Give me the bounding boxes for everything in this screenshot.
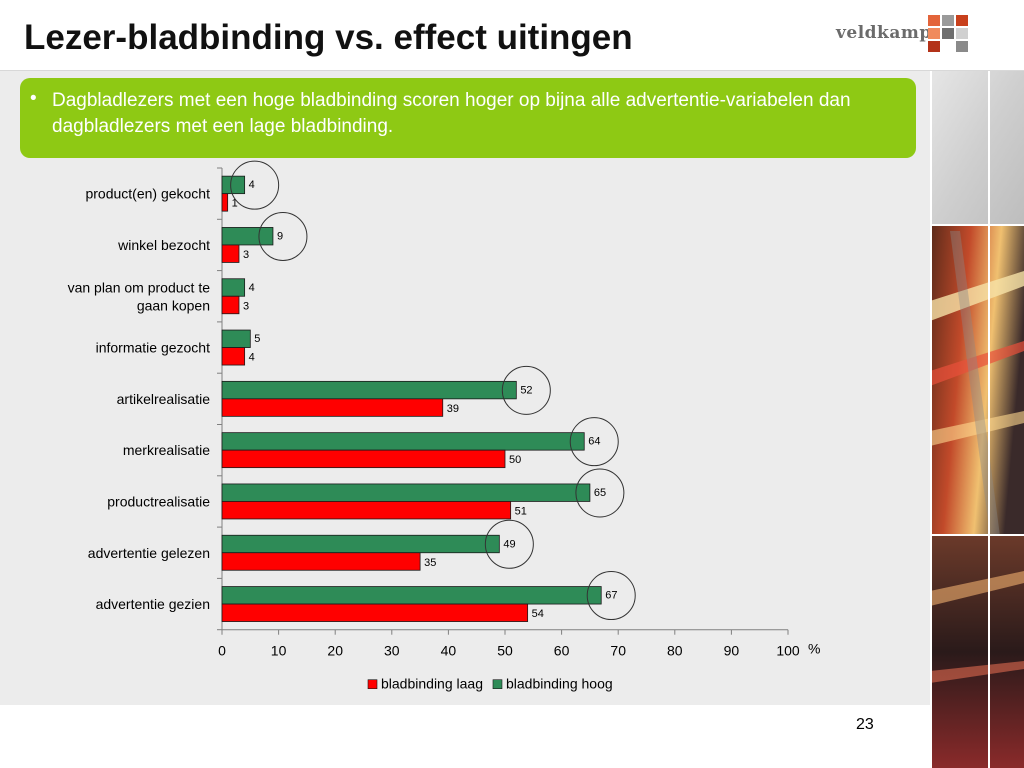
x-tick-label: 60 — [554, 643, 570, 659]
bar-laag — [221, 603, 529, 622]
bar-hoog — [221, 483, 591, 502]
logo-square — [942, 41, 954, 52]
slide-title: Lezer-bladbinding vs. effect uitingen — [24, 18, 633, 57]
category-label: artikelrealisatie — [117, 391, 211, 407]
legend-swatch — [492, 679, 503, 690]
data-label-laag: 51 — [515, 505, 527, 517]
veldkamp-logo-icon — [928, 15, 970, 55]
logo-square — [956, 15, 968, 26]
data-label-hoog: 4 — [249, 282, 255, 294]
logo-square — [942, 15, 954, 26]
bar-hoog — [221, 278, 246, 297]
highlight-circle — [484, 519, 534, 569]
data-label-hoog: 5 — [254, 333, 260, 345]
bar-hoog — [221, 175, 246, 195]
callout-bullet-text: Dagbladlezers met een hoge bladbinding s… — [52, 90, 851, 137]
data-label-hoog: 52 — [520, 384, 532, 396]
x-tick-label: 50 — [497, 643, 513, 659]
decorative-photo-image — [930, 71, 1024, 768]
bar-laag — [221, 295, 240, 315]
category-label: merkrealisatie — [123, 442, 210, 458]
logo-square — [928, 41, 940, 52]
x-tick-label: 10 — [271, 643, 287, 659]
bar-laag — [221, 398, 444, 417]
category-label: productrealisatie — [107, 493, 210, 509]
legend-label: bladbinding hoog — [506, 676, 613, 692]
data-label-laag: 35 — [424, 557, 436, 569]
bar-hoog — [221, 380, 517, 400]
x-tick-label: 70 — [610, 643, 626, 659]
data-label-hoog: 65 — [594, 487, 606, 499]
data-label-hoog: 64 — [588, 436, 600, 448]
bar-hoog — [221, 227, 274, 246]
data-label-hoog: 49 — [503, 538, 515, 550]
category-label: van plan om product te — [68, 279, 211, 295]
x-tick-label: 40 — [441, 643, 457, 659]
bar-laag — [221, 501, 512, 520]
logo-square — [956, 28, 968, 39]
x-tick-label: 30 — [384, 643, 400, 659]
bar-hoog — [221, 586, 602, 605]
category-label: informatie gezocht — [96, 340, 211, 356]
highlight-circle — [258, 211, 308, 261]
callout-box: • Dagbladlezers met een hoge bladbinding… — [20, 78, 916, 158]
x-unit-label: % — [808, 641, 820, 657]
bar-hoog — [221, 534, 500, 554]
bar-laag — [221, 347, 246, 366]
veldkamp-logo-text: veldkamp — [836, 23, 932, 43]
bullet-icon: • — [30, 88, 37, 109]
category-label: winkel bezocht — [117, 237, 210, 253]
data-label-laag: 3 — [243, 300, 249, 312]
bar-laag — [221, 449, 506, 469]
data-label-hoog: 4 — [249, 179, 255, 191]
data-label-laag: 39 — [447, 403, 459, 415]
slide-header: Lezer-bladbinding vs. effect uitingen ve… — [0, 0, 1024, 72]
category-label: product(en) gekocht — [85, 186, 210, 202]
highlight-circle — [575, 468, 625, 518]
legend-label: bladbinding laag — [381, 676, 483, 692]
logo-square — [928, 28, 940, 39]
header-divider — [0, 70, 1024, 71]
highlight-circle — [501, 365, 551, 415]
bar-hoog — [221, 329, 251, 348]
highlight-circle — [586, 571, 636, 621]
bar-hoog — [221, 432, 585, 451]
data-label-laag: 50 — [509, 454, 521, 466]
data-label-laag: 3 — [243, 249, 249, 261]
highlight-circle — [569, 417, 619, 467]
x-tick-label: 100 — [776, 643, 800, 659]
data-label-hoog: 9 — [277, 230, 283, 242]
highlight-circle — [230, 160, 280, 210]
bar-laag — [221, 193, 229, 212]
category-label: gaan kopen — [137, 297, 210, 313]
legend-swatch — [367, 679, 378, 690]
data-label-hoog: 67 — [605, 590, 617, 602]
decorative-photo-strip — [930, 71, 1024, 768]
page-number: 23 — [856, 716, 874, 733]
logo-square — [928, 15, 940, 26]
bar-laag — [221, 244, 240, 263]
data-label-laag: 54 — [532, 608, 544, 620]
data-label-laag: 4 — [249, 352, 255, 364]
x-tick-label: 0 — [218, 643, 226, 659]
category-label: advertentie gezien — [96, 596, 210, 612]
logo-square — [956, 41, 968, 52]
x-tick-label: 90 — [724, 643, 740, 659]
data-label-laag: 1 — [232, 198, 238, 210]
x-tick-label: 80 — [667, 643, 683, 659]
bar-laag — [221, 552, 421, 571]
logo-square — [942, 28, 954, 39]
category-label: advertentie gelezen — [88, 545, 210, 561]
x-tick-label: 20 — [327, 643, 343, 659]
